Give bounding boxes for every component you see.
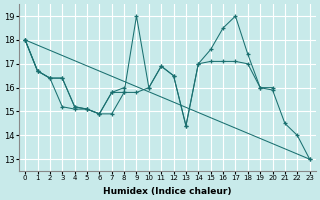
X-axis label: Humidex (Indice chaleur): Humidex (Indice chaleur) bbox=[103, 187, 232, 196]
